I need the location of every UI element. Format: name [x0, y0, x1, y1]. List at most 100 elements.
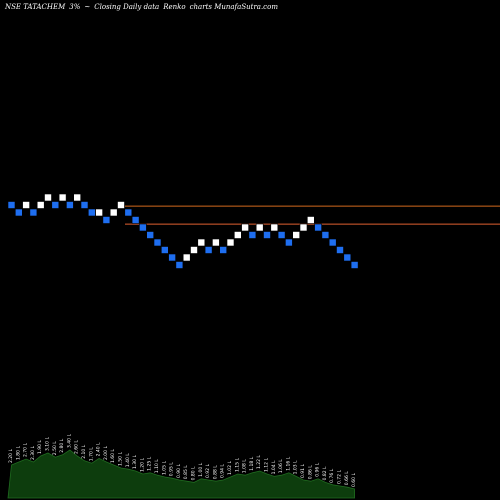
renko-brick-down [102, 216, 111, 224]
renko-brick-up [255, 223, 264, 232]
volume-label: 0.72 L [337, 470, 343, 484]
renko-brick-up [36, 201, 45, 209]
renko-brick-down [88, 208, 96, 217]
volume-label: 0.92 L [205, 464, 211, 478]
volume-label: 2.80 L [59, 438, 65, 452]
renko-brick-up [73, 193, 81, 202]
renko-brick-down [175, 261, 184, 269]
symbol-label: NSE TATACHEM [5, 3, 66, 11]
renko-brick-down [263, 231, 271, 239]
renko-brick-down [51, 201, 60, 209]
renko-brick-down [328, 238, 337, 247]
renko-brick-down [321, 231, 330, 239]
volume-label: 0.88 L [212, 465, 218, 479]
renko-brick-down [124, 208, 133, 217]
renko-brick-down [277, 231, 286, 239]
volume-label: 0.91 L [300, 464, 306, 478]
volume-label: 1.15 L [234, 458, 240, 472]
volume-label: 1.12 L [264, 458, 270, 472]
volume-label: 1.25 L [147, 456, 153, 470]
volume-label: 1.50 L [118, 452, 124, 466]
chart-kind-label: Renko [163, 3, 186, 11]
renko-brick-down [285, 238, 293, 247]
renko-brick-up [197, 238, 206, 247]
renko-brick-down [343, 253, 352, 262]
volume-label: 0.60 L [351, 473, 357, 487]
renko-brick-down [15, 208, 23, 217]
volume-label: 0.86 L [307, 465, 313, 479]
renko-brick-up [182, 253, 191, 262]
renko-brick-up [226, 238, 235, 247]
renko-brick-up [299, 223, 308, 232]
renko-brick-up [190, 246, 198, 254]
volume-label: 2.30 L [30, 446, 36, 460]
reference-lines [125, 205, 500, 225]
renko-brick-down [153, 238, 162, 247]
volume-label: 2.10 L [81, 444, 87, 458]
volume-label: 1.00 L [198, 462, 204, 476]
renko-brick-up [22, 201, 30, 209]
volume-label: 1.03 L [293, 460, 299, 474]
volume-label: 0.90 L [176, 464, 182, 478]
volume-label: 1.60 L [110, 449, 116, 463]
renko-brick-down [66, 201, 74, 209]
renko-brick-down [314, 223, 322, 232]
renko-brick-up [292, 231, 301, 239]
renko-brick-up [109, 208, 118, 217]
volume-label: 1.10 L [154, 459, 160, 473]
box-size-label: 3% [69, 3, 81, 11]
volume-label: 1.08 L [242, 459, 248, 473]
renko-brick-up [212, 238, 220, 247]
volume-label: 0.82 L [322, 466, 328, 480]
volume-label: 1.40 L [125, 453, 131, 467]
volume-label: 3.10 L [45, 437, 51, 451]
volume-label: 1.30 L [132, 455, 138, 469]
volume-label: 2.00 L [103, 446, 109, 460]
volume-label: 1.20 L [139, 458, 145, 472]
renko-brick-down [146, 231, 154, 239]
renko-brick-up [241, 223, 249, 232]
renko-brick-down [80, 201, 89, 209]
volume-area [7, 449, 355, 499]
volume-labels: 2.20 L 1.80 L 2.70 L 2.30 L 1.90 L 3.10 L 2.50… [8, 434, 357, 487]
volume-label: 1.16 L [285, 456, 291, 470]
renko-brick-up [117, 201, 125, 209]
renko-brick-down [248, 231, 257, 239]
renko-brick-up [58, 193, 67, 202]
volume-label: 0.66 L [344, 471, 350, 485]
volume-label: 1.06 L [278, 459, 284, 473]
description-label: Closing Daily data [94, 3, 160, 11]
volume-label: 0.96 L [315, 462, 321, 476]
volume-label: 2.70 L [23, 443, 29, 457]
volume-label: 1.80 L [15, 446, 21, 460]
renko-brick-down [350, 261, 359, 269]
chart-title: NSE TATACHEM 3% ~ Closing Daily data Renko ch… [5, 3, 282, 11]
volume-label: 1.70 L [88, 447, 94, 461]
renko-brick-down [168, 253, 176, 262]
renko-bricks [7, 193, 359, 269]
volume-label: 0.95 L [169, 462, 175, 476]
volume-label: 1.02 L [227, 461, 233, 475]
renko-brick-down [139, 223, 147, 232]
volume-label: 0.85 L [183, 465, 189, 479]
renko-brick-down [29, 208, 38, 217]
volume-label: 1.04 L [271, 460, 277, 474]
renko-brick-up [234, 231, 242, 239]
volume-area-shape [7, 449, 355, 499]
renko-brick-up [306, 216, 315, 224]
renko-brick-down [131, 216, 140, 224]
volume-label: 1.90 L [37, 440, 43, 454]
volume-label: 2.40 L [96, 442, 102, 456]
renko-brick-up [44, 193, 52, 202]
volume-label: 2.20 L [8, 449, 14, 463]
renko-brick-down [336, 246, 344, 254]
renko-brick-down [219, 246, 227, 254]
volume-label: 0.94 L [220, 464, 226, 478]
volume-label: 0.80 L [191, 466, 197, 480]
volume-label: 2.60 L [74, 440, 80, 454]
separator-label: ~ [84, 3, 91, 11]
volume-label: 1.18 L [249, 456, 255, 470]
volume-label: 1.22 L [256, 455, 262, 469]
renko-brick-up [270, 223, 279, 232]
